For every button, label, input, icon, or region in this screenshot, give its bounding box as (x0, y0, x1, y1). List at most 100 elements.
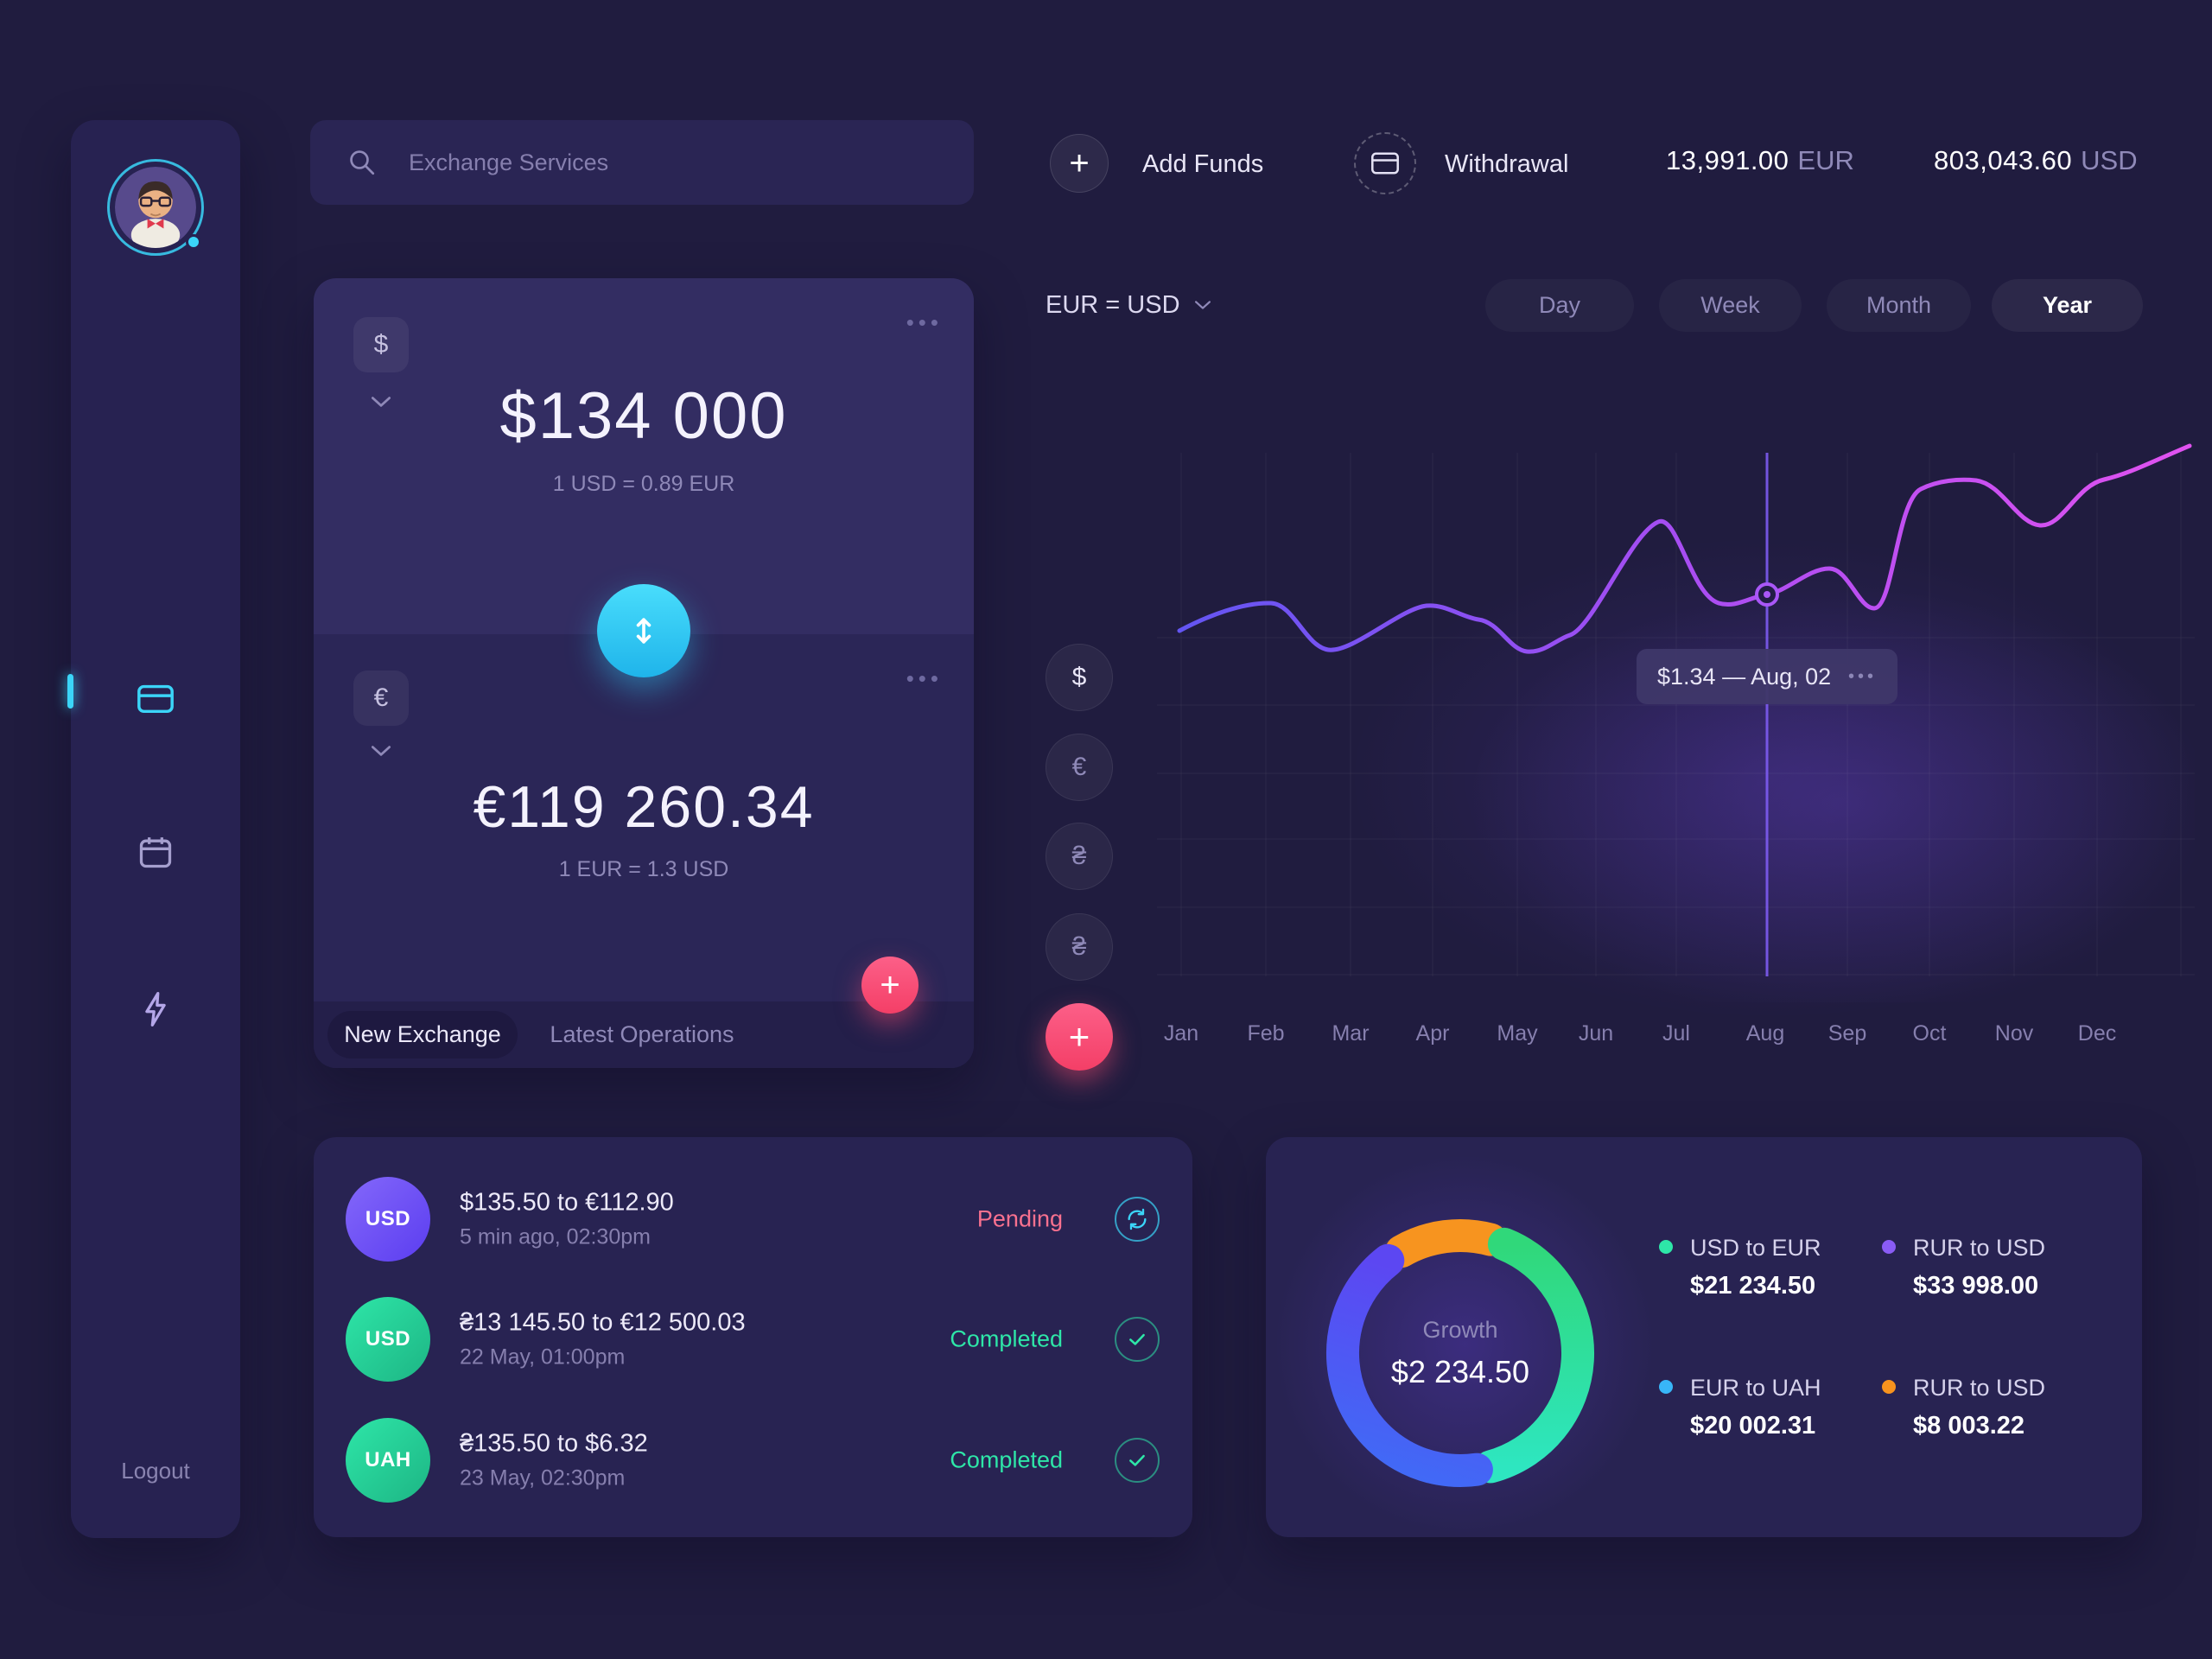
online-status-dot (186, 234, 201, 250)
tab-range-month[interactable]: Month (1827, 279, 1971, 332)
withdrawal-label[interactable]: Withdrawal (1445, 150, 1569, 178)
legend-label: RUR to USD (1913, 1235, 2046, 1261)
operation-texts: ₴13 145.50 to €12 500.03 22 May, 01:00pm (460, 1309, 746, 1370)
growth-donut-chart[interactable] (1313, 1206, 1607, 1500)
sidebar: Logout (67, 120, 240, 1538)
operation-row[interactable]: USD ₴13 145.50 to €12 500.03 22 May, 01:… (314, 1297, 1192, 1382)
legend-label: EUR to UAH (1690, 1375, 1821, 1401)
rate-line-chart[interactable] (1157, 432, 2195, 1002)
growth-label: Growth (1422, 1316, 1498, 1343)
swap-currencies-button[interactable] (597, 584, 690, 677)
chevron-down-icon[interactable] (369, 745, 393, 757)
completed-check (1115, 1438, 1160, 1483)
month-label[interactable]: Sep (1827, 1021, 1867, 1046)
chart-currency-uah-1[interactable]: ₴ (1046, 823, 1113, 890)
legend-dot (1882, 1380, 1896, 1394)
chart-tooltip: $1.34 — Aug, 02 ••• (1637, 649, 1897, 704)
chart-currency-eur[interactable]: € (1046, 734, 1113, 801)
to-rate: 1 EUR = 1.3 USD (558, 857, 729, 881)
sidebar-item-activity[interactable] (128, 982, 183, 1037)
search-input[interactable] (407, 148, 925, 177)
donut-segment-teal (1474, 1227, 1594, 1484)
month-label[interactable]: Feb (1247, 1021, 1285, 1046)
lightning-icon (145, 992, 166, 1027)
pair-selector-label: EUR = USD (1046, 290, 1180, 319)
sidebar-item-cards[interactable] (128, 671, 183, 726)
ellipsis-icon[interactable]: ••• (1847, 666, 1877, 686)
operation-row[interactable]: UAH ₴135.50 to $6.32 23 May, 02:30pm Com… (314, 1418, 1192, 1503)
balance-usd-currency: USD (2081, 145, 2138, 175)
plus-icon: + (1069, 144, 1090, 182)
chart-marker-dot (1764, 591, 1770, 598)
legend-dot (1659, 1240, 1673, 1254)
operation-row[interactable]: USD $135.50 to €112.90 5 min ago, 02:30p… (314, 1177, 1192, 1262)
chart-grid (1157, 453, 2195, 976)
calendar-icon (139, 837, 172, 868)
avatar-image (115, 167, 196, 248)
legend-dot (1659, 1380, 1673, 1394)
to-amount[interactable]: €119 260.34 (473, 774, 815, 840)
donut-segment-orange (1385, 1219, 1508, 1268)
check-icon (1129, 1333, 1145, 1345)
rate-line (1177, 443, 2192, 654)
tab-range-year[interactable]: Year (1992, 279, 2143, 332)
chevron-down-icon (1194, 301, 1211, 309)
sidebar-item-calendar[interactable] (128, 824, 183, 880)
legend-value: $33 998.00 (1913, 1272, 2039, 1300)
legend-dot (1882, 1240, 1896, 1254)
status-badge: Completed (950, 1446, 1063, 1473)
month-label[interactable]: Apr (1415, 1021, 1450, 1046)
from-currency-symbol: $ (373, 330, 389, 359)
chart-currency-usd[interactable]: $ (1046, 644, 1113, 711)
to-currency-chip[interactable]: € (353, 671, 409, 726)
chart-currency-uah-2[interactable]: ₴ (1046, 913, 1113, 981)
refresh-button[interactable] (1115, 1197, 1160, 1242)
month-label[interactable]: Aug (1745, 1021, 1785, 1046)
exchange-tabs: New Exchange Latest Operations (314, 1001, 974, 1068)
month-label[interactable]: Nov (1994, 1021, 2034, 1046)
growth-card: Growth $2 234.50 USD to EUR $21 234.50 R… (1266, 1137, 2142, 1537)
operation-time: 22 May, 01:00pm (460, 1344, 626, 1370)
month-label[interactable]: May (1497, 1021, 1538, 1046)
from-amount[interactable]: $134 000 (499, 379, 788, 453)
legend-item: EUR to UAH $20 002.31 (1659, 1374, 1821, 1440)
tab-range-day[interactable]: Day (1485, 279, 1634, 332)
month-label[interactable]: Jul (1662, 1021, 1690, 1046)
tab-new-exchange[interactable]: New Exchange (327, 1011, 518, 1058)
add-funds-button[interactable]: + (1050, 134, 1109, 193)
pair-selector[interactable]: EUR = USD (1046, 285, 1211, 325)
ellipsis-icon[interactable]: ••• (906, 309, 943, 335)
credit-card-icon (137, 684, 174, 714)
legend-value: $20 002.31 (1690, 1412, 1816, 1440)
withdrawal-button[interactable] (1354, 132, 1416, 194)
search-bar[interactable] (310, 120, 974, 205)
add-currency-button[interactable]: + (1046, 1003, 1113, 1071)
month-label[interactable]: Mar (1332, 1021, 1370, 1046)
plus-icon: + (880, 966, 900, 1004)
refresh-icon (1128, 1208, 1147, 1230)
ellipsis-icon[interactable]: ••• (906, 665, 943, 691)
tab-range-week[interactable]: Week (1659, 279, 1802, 332)
month-label[interactable]: Dec (2077, 1021, 2117, 1046)
from-currency-chip[interactable]: $ (353, 317, 409, 372)
new-operation-button[interactable]: + (861, 957, 918, 1014)
plus-icon: + (1068, 1016, 1090, 1057)
currency-badge: UAH (346, 1418, 430, 1503)
month-label[interactable]: Jan (1163, 1021, 1199, 1046)
status-badge: Completed (950, 1325, 1063, 1352)
currency-badge: USD (346, 1177, 430, 1262)
add-funds-label[interactable]: Add Funds (1142, 150, 1264, 178)
operations-card: USD $135.50 to €112.90 5 min ago, 02:30p… (314, 1137, 1192, 1537)
legend-item: RUR to USD $8 003.22 (1882, 1374, 2045, 1440)
check-icon (1129, 1454, 1145, 1466)
legend-label: RUR to USD (1913, 1375, 2046, 1401)
status-badge: Pending (976, 1205, 1063, 1232)
tab-latest-operations[interactable]: Latest Operations (530, 1011, 754, 1058)
month-label[interactable]: Oct (1912, 1021, 1947, 1046)
chevron-down-icon[interactable] (369, 396, 393, 408)
logout-button[interactable]: Logout (71, 1458, 240, 1484)
month-label[interactable]: Jun (1578, 1021, 1614, 1046)
operation-time: 5 min ago, 02:30pm (460, 1224, 651, 1249)
donut-segment-indigo (1325, 1243, 1493, 1488)
avatar[interactable] (107, 159, 204, 256)
